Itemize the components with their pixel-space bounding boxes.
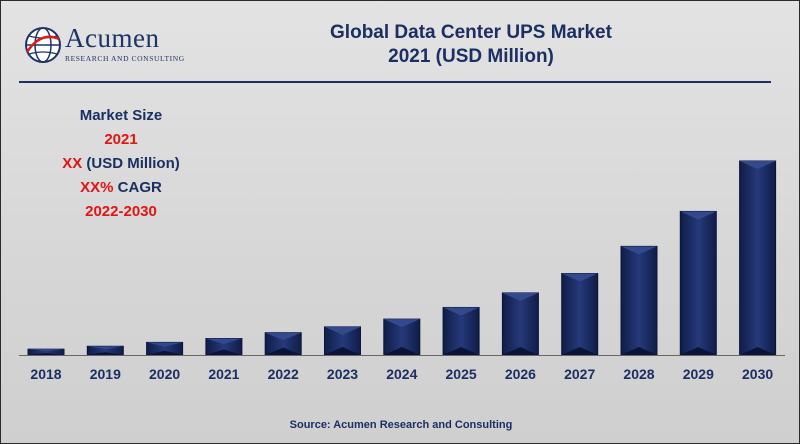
logo-tagline: RESEARCH AND CONSULTING: [65, 54, 185, 63]
market-size-value-unit: (USD Million): [82, 155, 180, 172]
x-tick-label-2024: 2024: [386, 366, 417, 382]
x-tick-label-2023: 2023: [327, 366, 358, 382]
bar-2019: [86, 345, 124, 356]
bar-2028-bottom-bevel: [621, 347, 657, 355]
bar-2023-top-bevel: [324, 326, 361, 335]
bar-2026-body: [501, 292, 539, 356]
x-tick-label-2019: 2019: [90, 366, 121, 382]
market-size-heading: Market Size: [79, 107, 163, 124]
bar-2021-bottom-bevel: [205, 349, 242, 355]
market-cagr-value: XX%: [80, 179, 114, 196]
bar-2029-body: [679, 210, 717, 356]
x-tick-label-2029: 2029: [683, 366, 714, 382]
market-size-value: XX (USD Million): [31, 152, 211, 176]
bar-2026: [501, 292, 539, 356]
bar-2029-top-bevel: [680, 211, 717, 220]
bar-2029: [679, 210, 717, 356]
bar-2018: [27, 348, 65, 356]
bar-2021: [205, 338, 243, 356]
bar-2023-bottom-bevel: [324, 347, 361, 355]
bar-2020-top-bevel: [146, 342, 183, 347]
bar-2027-body: [561, 273, 599, 356]
bar-2028-body: [620, 245, 658, 356]
x-tick-label-2020: 2020: [149, 366, 180, 382]
bar-2027-bottom-bevel: [561, 347, 598, 355]
market-size-value-amount: XX: [62, 155, 83, 172]
globe-icon: [25, 27, 61, 63]
bar-2019-bottom-bevel: [87, 352, 124, 355]
bar-2024-bottom-bevel: [383, 347, 420, 355]
bar-2018-top-bevel: [28, 349, 64, 352]
bar-2026-bottom-bevel: [502, 347, 539, 355]
x-tick-label-2018: 2018: [30, 366, 61, 382]
bar-2030-bottom-bevel: [739, 347, 776, 355]
market-cagr-period: 2022-2030: [85, 203, 157, 220]
bar-2022: [264, 332, 302, 356]
chart-title-line2: 2021 (USD Million): [388, 46, 554, 67]
x-tick-label-2022: 2022: [268, 366, 299, 382]
x-tick-label-2027: 2027: [564, 366, 595, 382]
bar-2024: [383, 318, 421, 356]
acumen-logo: Acumen RESEARCH AND CONSULTING: [23, 23, 203, 71]
bar-2028: [620, 245, 658, 356]
market-cagr-label: CAGR: [113, 179, 162, 196]
bar-2025-top-bevel: [443, 307, 480, 316]
bar-2025-bottom-bevel: [443, 347, 480, 355]
market-size-box: Market Size 2021 XX (USD Million) XX% CA…: [31, 104, 211, 224]
chart-title-line1: Global Data Center UPS Market: [330, 22, 612, 43]
bar-2019-top-bevel: [87, 346, 124, 350]
bar-2022-bottom-bevel: [265, 347, 302, 355]
bar-2029-bottom-bevel: [680, 347, 717, 355]
logo-name: Acumen: [65, 23, 160, 53]
title-divider: [19, 81, 771, 83]
source-note: Source: Acumen Research and Consulting: [289, 419, 513, 431]
bar-2030-body: [739, 160, 777, 356]
bar-2022-top-bevel: [265, 332, 302, 341]
bar-2026-top-bevel: [502, 292, 539, 301]
bar-2025: [442, 306, 480, 356]
bar-2030: [739, 160, 777, 356]
market-size-year: 2021: [104, 131, 138, 148]
bar-2028-top-bevel: [621, 246, 657, 255]
bar-2027-top-bevel: [561, 273, 598, 282]
bar-2024-top-bevel: [383, 319, 420, 328]
bar-2027: [561, 273, 599, 356]
x-tick-label-2025: 2025: [446, 366, 477, 382]
bar-2020-bottom-bevel: [146, 350, 183, 355]
x-tick-label-2030: 2030: [742, 366, 773, 382]
market-cagr: XX% CAGR: [31, 176, 211, 200]
x-tick-label-2026: 2026: [505, 366, 536, 382]
bar-2018-bottom-bevel: [28, 353, 64, 355]
chart-title: Global Data Center UPS Market 2021 (USD …: [261, 21, 681, 69]
bar-2020: [146, 341, 184, 356]
bar-2021-top-bevel: [205, 338, 242, 345]
x-tick-label-2021: 2021: [208, 366, 239, 382]
x-tick-label-2028: 2028: [623, 366, 654, 382]
bar-2030-top-bevel: [739, 161, 776, 169]
bar-2023: [324, 326, 361, 356]
